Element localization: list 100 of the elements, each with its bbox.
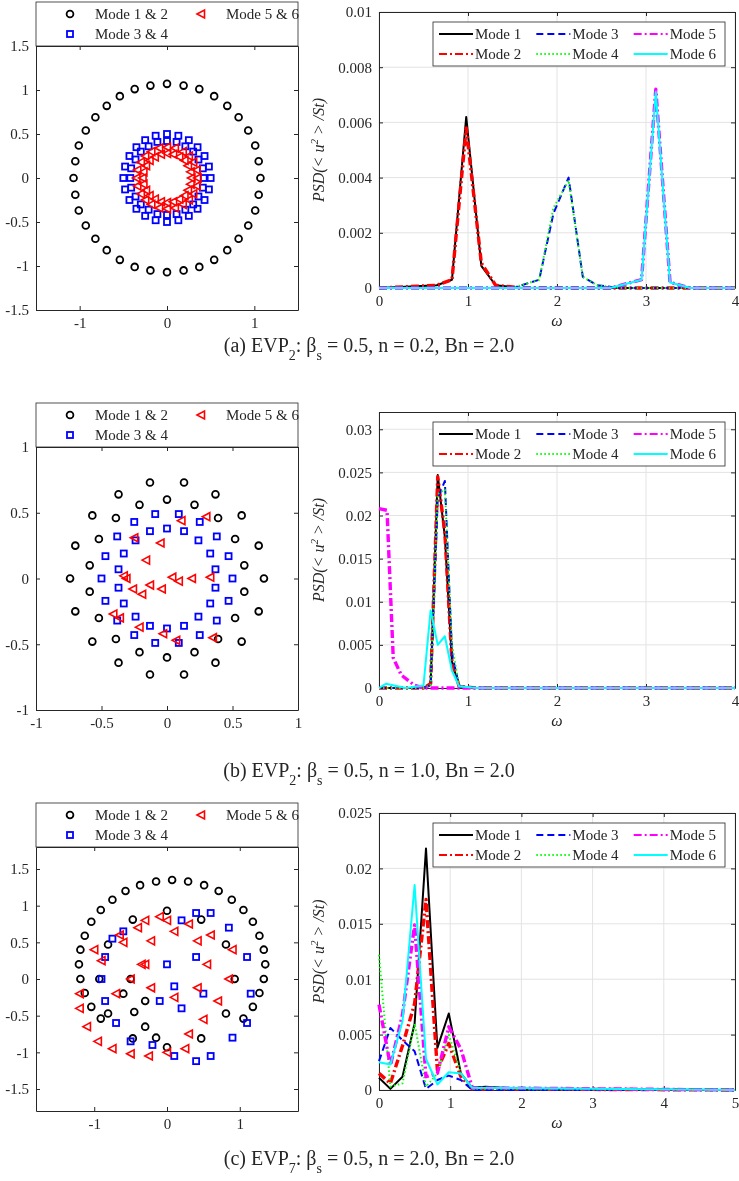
legend-label: Mode 2 (475, 847, 522, 863)
point (239, 561, 249, 570)
point (89, 944, 99, 955)
point (195, 84, 204, 94)
point (199, 989, 208, 998)
legend-label: Mode 3 (572, 426, 619, 442)
point (141, 185, 151, 196)
point (170, 203, 180, 213)
point (74, 960, 84, 969)
point (132, 204, 141, 213)
point (237, 511, 246, 520)
point (230, 534, 240, 544)
point (134, 622, 144, 632)
point (96, 1014, 106, 1023)
point (190, 500, 199, 510)
point (125, 196, 134, 204)
legend-label: Mode 3 & 4 (95, 827, 169, 843)
point (146, 199, 156, 210)
point (167, 875, 177, 885)
point (243, 1019, 251, 1027)
point (169, 926, 179, 937)
point (113, 532, 122, 541)
point (151, 1033, 161, 1042)
point (114, 490, 123, 499)
point (198, 164, 207, 173)
legend-label: Mode 1 & 2 (95, 807, 168, 823)
point (136, 959, 146, 970)
x-tick-label: 1 (251, 314, 259, 331)
point (130, 262, 139, 272)
point (71, 190, 80, 200)
point (172, 210, 181, 218)
y-tick-label: -1 (16, 1044, 29, 1061)
y-tick-label: 0.01 (345, 594, 372, 611)
point (224, 923, 233, 932)
point (141, 555, 151, 565)
legend-label: Mode 3 & 4 (95, 26, 169, 42)
point (140, 959, 150, 970)
point (87, 1002, 96, 1012)
point (170, 143, 180, 153)
point (170, 982, 179, 991)
point (254, 541, 263, 550)
point (162, 79, 172, 89)
point (179, 155, 189, 166)
point (206, 174, 215, 182)
y-tick-label: 0 (21, 570, 29, 587)
point (246, 989, 255, 998)
point (250, 206, 260, 215)
point (146, 527, 154, 536)
point (199, 880, 209, 890)
point (136, 147, 145, 156)
point (221, 940, 231, 949)
x-axis-title: ω (551, 712, 563, 729)
point (121, 886, 130, 896)
point (162, 495, 172, 504)
point (74, 1003, 84, 1014)
point (181, 142, 190, 151)
point (162, 204, 172, 214)
point (128, 584, 138, 594)
point (239, 587, 249, 596)
point (103, 940, 113, 949)
legend-label: Mode 2 (475, 446, 522, 462)
point (119, 174, 128, 182)
point (174, 131, 183, 140)
point (85, 587, 95, 596)
point (136, 157, 146, 167)
point (91, 112, 100, 122)
point (162, 148, 172, 159)
legend-label: Mode 6 (669, 847, 717, 863)
point (174, 510, 183, 518)
point (153, 210, 162, 218)
point (144, 1051, 154, 1061)
y-tick-label: 0.5 (10, 126, 29, 143)
point (205, 162, 213, 171)
point (198, 183, 207, 192)
y-tick-label: 1 (21, 439, 29, 456)
y-tick-label: 0.008 (338, 59, 372, 76)
point (162, 197, 172, 208)
point (151, 639, 160, 647)
point (180, 1043, 190, 1054)
point (125, 152, 134, 160)
point (179, 190, 189, 201)
legend-label: Mode 1 & 2 (95, 407, 168, 423)
legend-label: Mode 3 & 4 (95, 427, 169, 443)
point (119, 599, 128, 608)
point (154, 911, 165, 922)
point (155, 997, 164, 1005)
point (170, 1052, 179, 1060)
point (254, 607, 263, 616)
point (248, 917, 258, 927)
point (192, 909, 201, 917)
y-tick-label: 0 (21, 971, 29, 988)
point (196, 915, 206, 924)
y-tick-label: 1.5 (10, 861, 29, 878)
point (239, 905, 248, 915)
y-tick-label: 0.025 (338, 805, 372, 822)
x-tick-label: 0 (163, 1115, 172, 1132)
point (80, 988, 90, 998)
y-tick-label: 0 (364, 1082, 372, 1099)
point (82, 1021, 92, 1032)
y-tick-label: -0.5 (5, 636, 29, 653)
